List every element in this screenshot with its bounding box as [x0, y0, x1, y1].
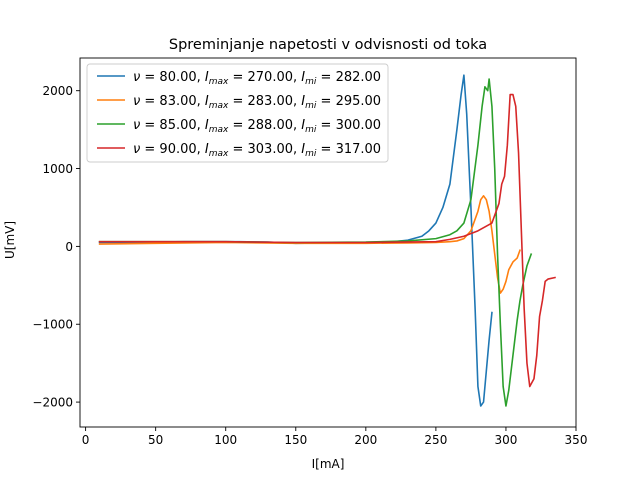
x-tick-label: 100	[214, 433, 237, 447]
x-tick-label: 0	[82, 433, 90, 447]
legend: ν = 80.00, Imax = 270.00, Imi = 282.00 ν …	[86, 63, 389, 163]
series-lines	[98, 74, 556, 407]
x-tick-label: 350	[565, 433, 588, 447]
x-axis-label: I[mA]	[312, 457, 345, 471]
series-line-2	[98, 78, 533, 407]
x-tick-label: 150	[284, 433, 307, 447]
x-tick-label: 300	[494, 433, 517, 447]
legend-box	[86, 63, 389, 163]
y-axis-label: U[mV]	[3, 221, 17, 259]
y-tick-label: 1000	[42, 162, 73, 176]
x-tick-label: 250	[424, 433, 447, 447]
legend-label-0: ν = 80.00, Imax = 270.00, Imi = 282.00	[133, 70, 381, 87]
x-tick-label: 50	[148, 433, 163, 447]
y-tick-label: 2000	[42, 84, 73, 98]
series-line-3	[98, 93, 556, 388]
y-tick-label: −2000	[32, 396, 73, 410]
legend-label-3: ν = 90.00, Imax = 303.00, Imi = 317.00	[133, 142, 381, 159]
plot-frame	[79, 57, 577, 428]
y-tick-label: −1000	[32, 318, 73, 332]
legend-label-2: ν = 85.00, Imax = 288.00, Imi = 300.00	[133, 118, 381, 135]
axes: 0 50 100 150 200 250 300 350 −2000 −1000 0 1000 2000	[32, 57, 588, 447]
chart-title: Spreminjanje napetosti v odvisnosti od t…	[169, 37, 487, 53]
legend-label-1: ν = 83.00, Imax = 283.00, Imi = 295.00	[133, 94, 381, 111]
x-tick-label: 200	[354, 433, 377, 447]
y-tick-label: 0	[65, 240, 73, 254]
